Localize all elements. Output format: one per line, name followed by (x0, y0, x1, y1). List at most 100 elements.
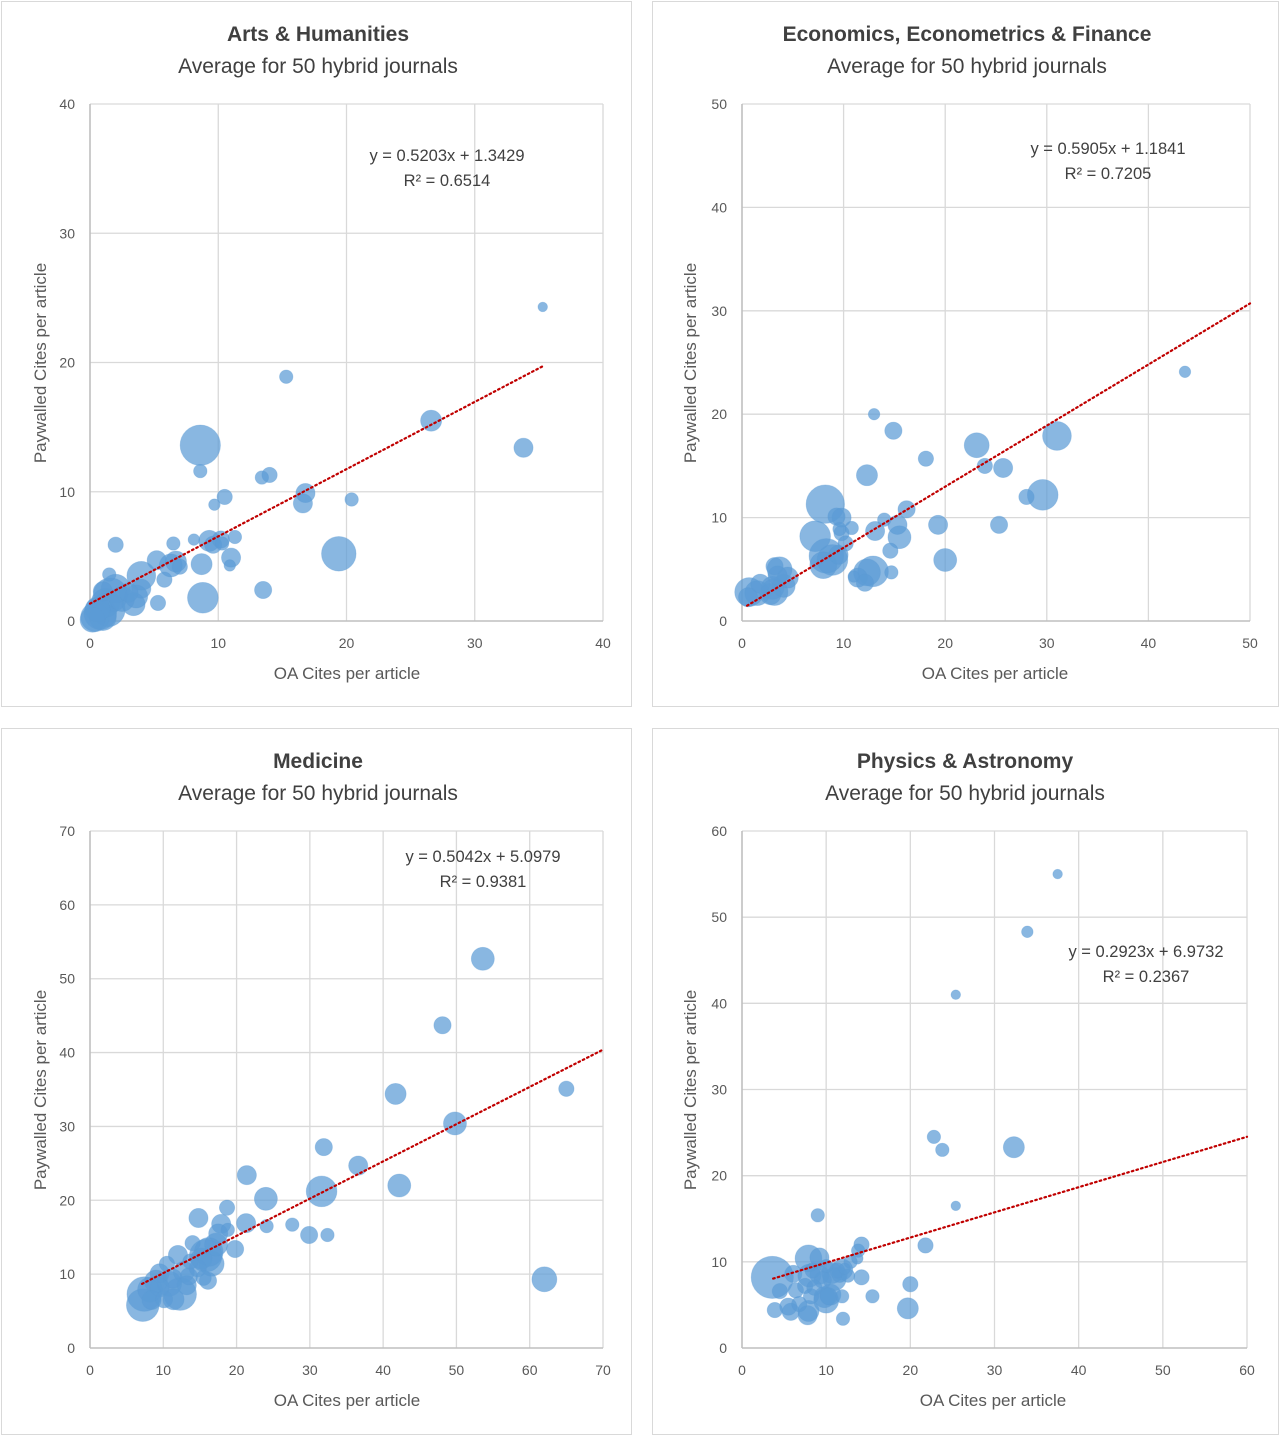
x-axis-label: OA Cites per article (920, 1391, 1066, 1410)
x-tick-label: 30 (987, 1362, 1003, 1378)
y-tick-label: 10 (59, 1266, 75, 1282)
bubbles (126, 946, 575, 1322)
r-squared-label: R² = 0.7205 (1065, 165, 1152, 183)
y-axis-label: Paywalled Cites per article (31, 263, 50, 463)
data-bubble (950, 989, 961, 1000)
y-tick-label: 10 (711, 1254, 727, 1270)
x-tick-label: 60 (1239, 1362, 1255, 1378)
data-bubble (884, 565, 899, 580)
data-bubble (791, 1295, 808, 1313)
y-tick-label: 40 (59, 96, 75, 112)
data-bubble (254, 580, 273, 600)
data-bubble (188, 1208, 209, 1229)
x-tick-label: 50 (449, 1362, 465, 1378)
data-bubble (184, 1235, 201, 1252)
chart-panel-physics-astronomy: Physics & Astronomy Average for 50 hybri… (652, 728, 1279, 1435)
data-bubble (933, 548, 958, 572)
chart-title: Arts & Humanities (227, 23, 409, 46)
chart-title: Physics & Astronomy (857, 750, 1074, 773)
data-bubble (220, 1222, 235, 1237)
data-bubble (884, 421, 903, 440)
data-bubble (799, 520, 831, 552)
gridlines (89, 830, 604, 1349)
y-tick-label: 70 (59, 823, 75, 839)
y-tick-label: 20 (711, 1168, 727, 1184)
x-axis-label: OA Cites per article (922, 664, 1068, 683)
data-bubble (146, 550, 167, 571)
linear-trendline (140, 1048, 605, 1286)
data-bubble (766, 1302, 783, 1319)
data-bubble (832, 521, 847, 537)
linear-trendline (772, 1135, 1249, 1280)
chart-subtitle: Average for 50 hybrid journals (825, 782, 1105, 805)
x-tick-label: 20 (937, 635, 953, 651)
data-bubble (917, 450, 934, 467)
y-tick-label: 50 (711, 96, 727, 112)
chart-svg: Medicine Average for 50 hybrid journals … (31, 750, 611, 1410)
data-bubble (1018, 488, 1035, 506)
data-bubble (470, 946, 495, 971)
data-bubble (279, 369, 294, 384)
tick-labels: 0 10 20 30 40 0 10 20 30 40 (59, 96, 611, 651)
data-bubble (179, 1267, 198, 1286)
y-tick-label: 10 (711, 510, 727, 526)
chart-svg: Arts & Humanities Average for 50 hybrid … (31, 23, 611, 683)
data-bubble (1052, 868, 1063, 880)
data-bubble (806, 1279, 823, 1296)
chart-subtitle: Average for 50 hybrid journals (178, 55, 458, 78)
x-tick-label: 40 (1071, 1362, 1087, 1378)
data-bubble (320, 1227, 335, 1243)
linear-trendline (745, 302, 1252, 607)
bubbles (79, 301, 548, 633)
data-bubble (300, 1225, 319, 1245)
x-tick-label: 60 (522, 1362, 538, 1378)
y-tick-label: 40 (711, 199, 727, 215)
data-bubble (531, 1266, 558, 1293)
y-tick-label: 60 (59, 897, 75, 913)
data-bubble (993, 457, 1014, 478)
chart-svg: Economics, Econometrics & Finance Averag… (681, 23, 1258, 683)
y-tick-label: 30 (59, 225, 75, 241)
chart-subtitle: Average for 50 hybrid journals (827, 55, 1107, 78)
r-squared-label: R² = 0.9381 (440, 873, 527, 891)
x-tick-label: 10 (836, 635, 852, 651)
data-bubble (855, 573, 874, 592)
data-bubble (433, 1016, 452, 1035)
trendline (745, 302, 1252, 607)
trendline-equation: y = 0.5042x + 5.0979 (405, 848, 560, 866)
data-bubble (847, 570, 860, 583)
data-bubble (819, 1287, 838, 1306)
chart-panel-medicine: Medicine Average for 50 hybrid journals … (1, 728, 632, 1435)
x-tick-label: 40 (595, 635, 611, 651)
x-tick-label: 20 (339, 635, 355, 651)
data-bubble (867, 408, 881, 421)
tick-labels: 0 10 20 30 40 50 0 10 20 30 40 50 (711, 96, 1258, 651)
data-bubble (835, 1311, 851, 1326)
y-tick-label: 0 (67, 613, 75, 629)
data-bubble (253, 1186, 278, 1211)
data-bubble (387, 1173, 412, 1198)
data-bubble (193, 463, 208, 479)
data-bubble (321, 536, 357, 572)
data-bubble (208, 498, 221, 511)
data-bubble (882, 542, 899, 559)
y-tick-label: 60 (711, 823, 727, 839)
trendline-equation: y = 0.5203x + 1.3429 (369, 147, 524, 165)
y-tick-label: 0 (67, 1340, 75, 1356)
x-tick-label: 0 (738, 1362, 746, 1378)
data-bubble (149, 594, 167, 611)
data-bubble (537, 301, 548, 313)
data-bubble (856, 464, 878, 487)
chart-svg: Physics & Astronomy Average for 50 hybri… (681, 750, 1255, 1410)
x-tick-label: 40 (1141, 635, 1157, 651)
y-tick-label: 50 (59, 971, 75, 987)
data-bubble (443, 1111, 467, 1136)
y-tick-label: 0 (719, 613, 727, 629)
x-tick-label: 40 (375, 1362, 391, 1378)
data-bubble (226, 1239, 245, 1259)
chart-subtitle: Average for 50 hybrid journals (178, 782, 458, 805)
data-bubble (771, 1283, 788, 1300)
data-bubble (976, 457, 993, 474)
data-bubble (1042, 421, 1072, 451)
x-tick-label: 50 (1155, 1362, 1171, 1378)
